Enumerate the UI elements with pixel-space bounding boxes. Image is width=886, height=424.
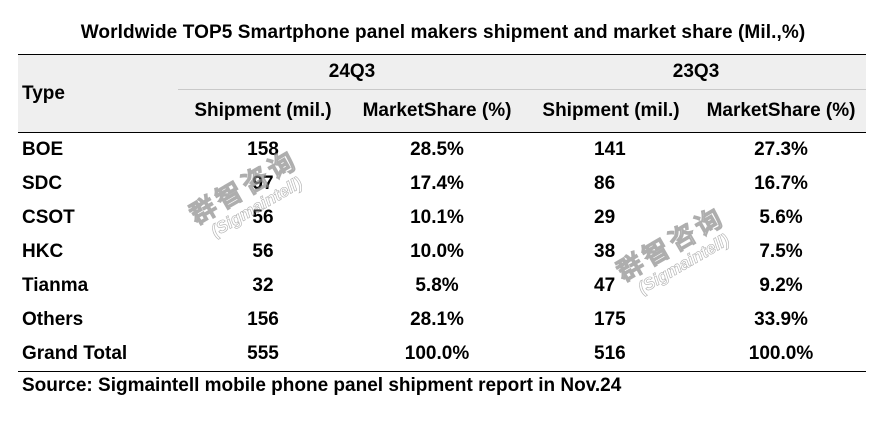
share-23q3-cell: 27.3%	[754, 139, 808, 160]
share-23q3-cell: 100.0%	[696, 337, 867, 372]
shipment-23q3-cell: 38	[594, 241, 616, 262]
table-row: BOE 158 28.5% 141 27.3%	[18, 133, 866, 168]
share-23q3-cell: 16.7%	[754, 173, 808, 194]
shipment-24q3-cell: 97	[252, 173, 274, 194]
shipment-24q3-cell: 56	[252, 241, 274, 262]
table-row: Tianma 32 5.8% 47 9.2%	[18, 269, 866, 303]
shipment-23q3-cell: 141	[594, 139, 626, 160]
shipment-header-24q3: Shipment (mil.)	[178, 89, 348, 133]
table-row: SDC 97 17.4% 86 16.7%	[18, 167, 866, 201]
share-24q3-cell: 28.1%	[410, 309, 464, 330]
share-24q3-cell: 100.0%	[348, 337, 527, 372]
type-header: Type	[18, 54, 178, 133]
shipment-23q3-cell: 47	[594, 275, 616, 296]
shipment-24q3-cell: 56	[252, 207, 274, 228]
period-header-24q3: 24Q3	[178, 54, 527, 90]
shipment-table: Type 24Q3 23Q3 Shipment (mil.) MarketSha…	[18, 54, 867, 372]
share-23q3-cell: 7.5%	[759, 241, 803, 262]
shipment-23q3-cell: 516	[526, 337, 697, 372]
share-24q3-cell: 17.4%	[410, 173, 464, 194]
table-title: Worldwide TOP5 Smartphone panel makers s…	[80, 22, 806, 43]
period-header-23q3: 23Q3	[526, 54, 867, 90]
shipment-header-23q3: Shipment (mil.)	[526, 89, 697, 133]
share-header-24q3: MarketShare (%)	[348, 89, 527, 133]
shipment-23q3-cell: 86	[594, 173, 616, 194]
share-24q3-cell: 10.1%	[410, 207, 464, 228]
type-cell: Tianma	[22, 275, 89, 296]
shipment-24q3-cell: 32	[252, 275, 274, 296]
shipment-24q3-cell: 158	[247, 139, 279, 160]
shipment-24q3-cell: 156	[247, 309, 279, 330]
table-row: Others 156 28.1% 175 33.9%	[18, 303, 866, 337]
shipment-23q3-cell: 175	[594, 309, 626, 330]
share-header-23q3: MarketShare (%)	[696, 89, 867, 133]
shipment-23q3-cell: 29	[594, 207, 616, 228]
type-cell: BOE	[22, 139, 64, 160]
type-cell: CSOT	[22, 207, 75, 228]
type-cell: Others	[22, 309, 84, 330]
share-24q3-cell: 28.5%	[410, 139, 464, 160]
grand-total-row: Grand Total 555 100.0% 516 100.0%	[18, 337, 867, 372]
share-23q3-cell: 33.9%	[754, 309, 808, 330]
share-24q3-cell: 5.8%	[415, 275, 459, 296]
share-24q3-cell: 10.0%	[410, 241, 464, 262]
type-cell: HKC	[22, 241, 64, 262]
type-cell: SDC	[22, 173, 63, 194]
source-note: Source: Sigmaintell mobile phone panel s…	[22, 375, 622, 396]
table-row: CSOT 56 10.1% 29 5.6%	[18, 201, 866, 235]
type-cell: Grand Total	[18, 337, 178, 372]
share-23q3-cell: 5.6%	[759, 207, 803, 228]
share-23q3-cell: 9.2%	[759, 275, 803, 296]
shipment-24q3-cell: 555	[178, 337, 348, 372]
table-row: HKC 56 10.0% 38 7.5%	[18, 235, 866, 269]
